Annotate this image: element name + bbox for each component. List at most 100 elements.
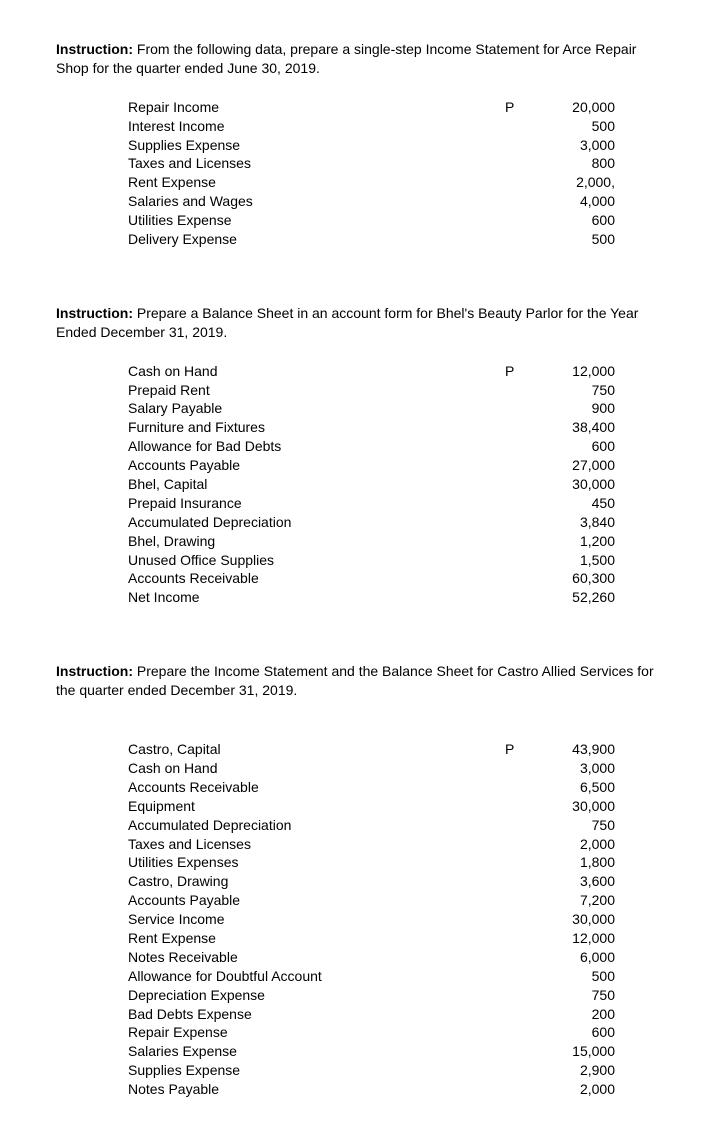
instruction-label: Instruction: — [56, 663, 133, 679]
amount-column: 1,500 — [505, 551, 615, 570]
instruction-body: From the following data, prepare a singl… — [56, 41, 636, 76]
table-row: Furniture and Fixtures38,400 — [128, 418, 615, 437]
table-row: Accounts Receivable6,500 — [128, 778, 615, 797]
section-0: Instruction: From the following data, pr… — [56, 40, 655, 249]
row-label: Net Income — [128, 588, 505, 607]
row-amount: 900 — [525, 399, 615, 418]
amount-column: 7,200 — [505, 891, 615, 910]
table-row: Cash on Hand3,000 — [128, 759, 615, 778]
row-amount: 750 — [525, 816, 615, 835]
row-amount: 27,000 — [525, 456, 615, 475]
row-amount: 1,500 — [525, 551, 615, 570]
row-amount: 500 — [525, 117, 615, 136]
row-label: Accounts Receivable — [128, 569, 505, 588]
amount-column: 2,900 — [505, 1061, 615, 1080]
amount-column: 750 — [505, 816, 615, 835]
table-row: Net Income 52,260 — [128, 588, 615, 607]
row-label: Supplies Expense — [128, 136, 505, 155]
amount-column: 12,000 — [505, 929, 615, 948]
row-amount: 750 — [525, 986, 615, 1005]
row-amount: 15,000 — [525, 1042, 615, 1061]
row-label: Prepaid Rent — [128, 381, 505, 400]
amount-column: 30,000 — [505, 797, 615, 816]
table-row: Cash on HandP12,000 — [128, 362, 615, 381]
amount-column: P20,000 — [505, 98, 615, 117]
amount-column: 27,000 — [505, 456, 615, 475]
table-row: Repair Expense600 — [128, 1023, 615, 1042]
row-amount: 450 — [525, 494, 615, 513]
amount-column: 2,000 — [505, 835, 615, 854]
instruction-label: Instruction: — [56, 41, 133, 57]
table-row: Utilities Expenses 1,800 — [128, 853, 615, 872]
table-row: Allowance for Bad Debts600 — [128, 437, 615, 456]
table-row: Salary Payable900 — [128, 399, 615, 418]
amount-column: P43,900 — [505, 740, 615, 759]
row-label: Salaries Expense — [128, 1042, 505, 1061]
row-label: Utilities Expense — [128, 211, 505, 230]
row-amount: 30,000 — [525, 910, 615, 929]
table-row: Allowance for Doubtful Account500 — [128, 967, 615, 986]
row-label: Accumulated Depreciation — [128, 513, 505, 532]
row-amount: 1,200 — [525, 532, 615, 551]
data-table: Repair IncomeP20,000Interest Income500Su… — [128, 98, 615, 249]
row-amount: 38,400 — [525, 418, 615, 437]
row-amount: 2,900 — [525, 1061, 615, 1080]
table-row: Castro, CapitalP43,900 — [128, 740, 615, 759]
table-row: Bhel, Drawing1,200 — [128, 532, 615, 551]
row-amount: 3,000 — [525, 759, 615, 778]
row-amount: 500 — [525, 230, 615, 249]
table-row: Prepaid Insurance 450 — [128, 494, 615, 513]
row-label: Repair Expense — [128, 1023, 505, 1042]
row-label: Notes Receivable — [128, 948, 505, 967]
amount-column: 4,000 — [505, 192, 615, 211]
row-amount: 7,200 — [525, 891, 615, 910]
row-amount: 600 — [525, 211, 615, 230]
instruction-text: Instruction: From the following data, pr… — [56, 40, 655, 78]
row-amount: 52,260 — [525, 588, 615, 607]
amount-column: 52,260 — [505, 588, 615, 607]
amount-column: 3,840 — [505, 513, 615, 532]
amount-column: 500 — [505, 117, 615, 136]
row-label: Allowance for Doubtful Account — [128, 967, 505, 986]
amount-column: 600 — [505, 1023, 615, 1042]
amount-column: 2,000, — [505, 173, 615, 192]
row-label: Service Income — [128, 910, 505, 929]
section-2: Instruction: Prepare the Income Statemen… — [56, 662, 655, 1099]
row-label: Delivery Expense — [128, 230, 505, 249]
row-label: Prepaid Insurance — [128, 494, 505, 513]
amount-column: 750 — [505, 381, 615, 400]
amount-column: 30,000 — [505, 910, 615, 929]
row-label: Castro, Capital — [128, 740, 505, 759]
table-row: Bhel, Capital30,000 — [128, 475, 615, 494]
row-amount: 6,500 — [525, 778, 615, 797]
row-label: Interest Income — [128, 117, 505, 136]
table-row: Supplies Expense3,000 — [128, 136, 615, 155]
amount-column: 450 — [505, 494, 615, 513]
table-row: Supplies Expense 2,900 — [128, 1061, 615, 1080]
row-label: Unused Office Supplies — [128, 551, 505, 570]
section-1: Instruction: Prepare a Balance Sheet in … — [56, 304, 655, 607]
table-row: Taxes and Licenses800 — [128, 154, 615, 173]
instruction-body: Prepare a Balance Sheet in an account fo… — [56, 305, 638, 340]
currency-symbol: P — [505, 362, 525, 381]
row-label: Accumulated Depreciation — [128, 816, 505, 835]
row-amount: 20,000 — [525, 98, 615, 117]
row-label: Bad Debts Expense — [128, 1005, 505, 1024]
table-row: Salaries and Wages4,000 — [128, 192, 615, 211]
row-label: Taxes and Licenses — [128, 154, 505, 173]
row-label: Castro, Drawing — [128, 872, 505, 891]
row-amount: 12,000 — [525, 929, 615, 948]
row-amount: 1,800 — [525, 853, 615, 872]
row-amount: 30,000 — [525, 797, 615, 816]
table-row: Accounts Payable27,000 — [128, 456, 615, 475]
instruction-body: Prepare the Income Statement and the Bal… — [56, 663, 654, 698]
row-label: Taxes and Licenses — [128, 835, 505, 854]
table-row: Repair IncomeP20,000 — [128, 98, 615, 117]
amount-column: 1,800 — [505, 853, 615, 872]
table-row: Notes Payable2,000 — [128, 1080, 615, 1099]
row-amount: 60,300 — [525, 569, 615, 588]
row-label: Utilities Expenses — [128, 853, 505, 872]
row-label: Allowance for Bad Debts — [128, 437, 505, 456]
amount-column: 6,500 — [505, 778, 615, 797]
row-label: Supplies Expense — [128, 1061, 505, 1080]
